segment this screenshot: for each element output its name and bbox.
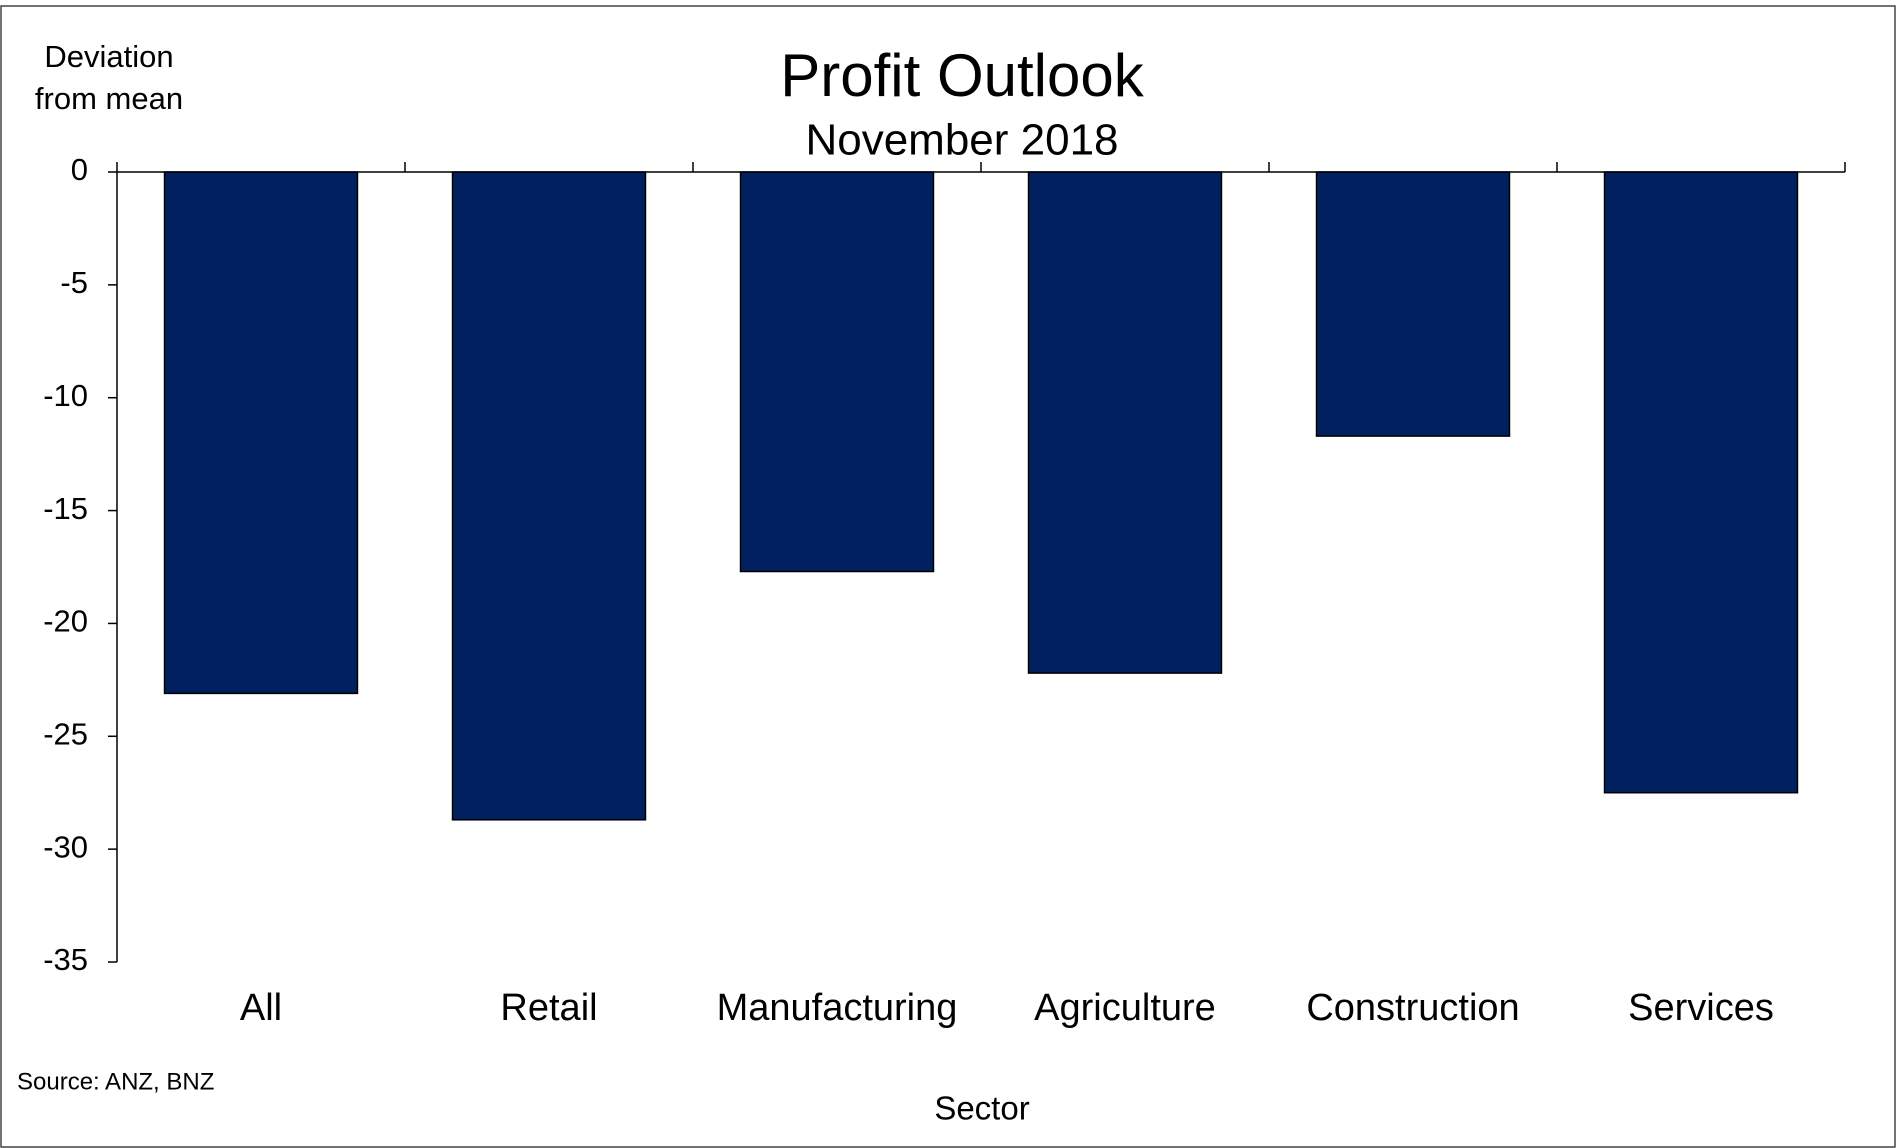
x-tick-label: Construction xyxy=(1306,987,1519,1029)
x-axis-label: Sector xyxy=(934,1090,1029,1127)
chart-title: Profit Outlook xyxy=(780,42,1144,109)
y-tick-label: -10 xyxy=(43,378,88,413)
y-tick-label: -5 xyxy=(60,265,88,300)
x-tick-label: All xyxy=(240,987,282,1029)
chart-border xyxy=(0,5,1896,1148)
y-axis-label: Deviation from mean xyxy=(34,39,184,116)
chart-subtitle: November 2018 xyxy=(805,116,1118,165)
bar xyxy=(1027,171,1223,674)
bar xyxy=(1315,171,1511,437)
y-tick-label: -30 xyxy=(43,829,88,864)
bar xyxy=(451,171,647,821)
x-tick-label: Manufacturing xyxy=(717,987,958,1029)
bar xyxy=(1603,171,1799,794)
y-tick-label: -35 xyxy=(43,942,88,977)
y-tick-label: -20 xyxy=(43,604,88,639)
y-tick-label: 0 xyxy=(71,152,88,187)
y-tick-label: -25 xyxy=(43,716,88,751)
y-tick-label: -15 xyxy=(43,491,88,526)
bar xyxy=(739,171,935,573)
x-tick-label: Agriculture xyxy=(1034,987,1216,1029)
bar xyxy=(163,171,359,695)
x-tick-label: Retail xyxy=(500,987,597,1029)
x-tick-label: Services xyxy=(1628,987,1774,1029)
source-note: Source: ANZ, BNZ xyxy=(17,1068,214,1095)
